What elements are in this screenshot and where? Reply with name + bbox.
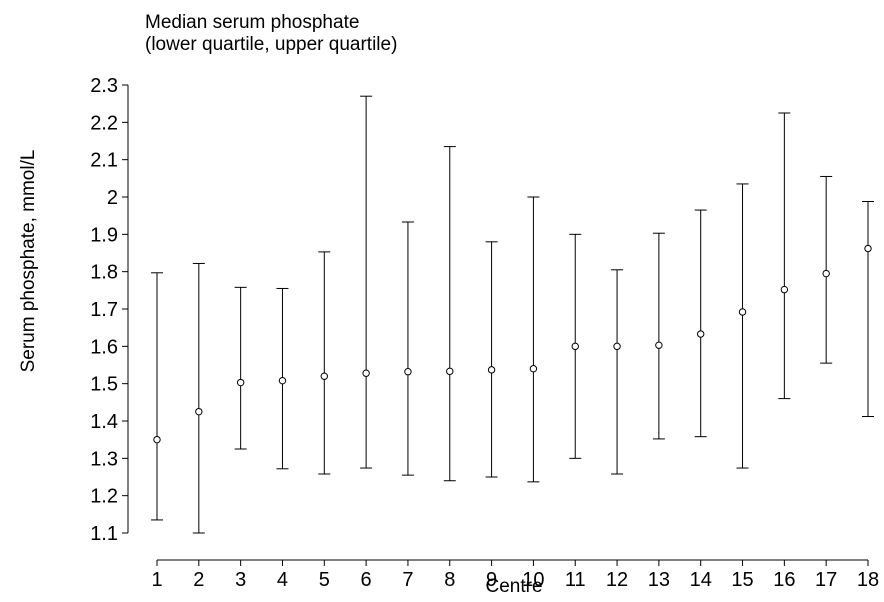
y-tick-label: 1.1 — [90, 523, 118, 545]
chart-title: Median serum phosphate — [145, 12, 360, 33]
median-point — [195, 407, 203, 416]
y-tick-label: 2.2 — [90, 112, 118, 134]
median-point — [571, 342, 579, 351]
median-point — [236, 378, 245, 387]
x-tick-label: 11 — [565, 569, 586, 591]
x-tick-label: 14 — [690, 569, 712, 591]
median-point — [613, 342, 621, 351]
x-tick-label: 9 — [486, 569, 497, 591]
x-tick-label: 5 — [319, 569, 330, 591]
x-tick-label: 3 — [235, 569, 246, 591]
y-tick-label: 1.2 — [90, 486, 118, 508]
x-tick-label: 15 — [731, 569, 753, 591]
x-tick-label: 18 — [857, 569, 879, 591]
x-tick-label: 10 — [522, 569, 544, 591]
x-tick-label: 6 — [361, 569, 372, 591]
x-tick-label: 7 — [402, 569, 413, 591]
median-point — [529, 365, 538, 373]
median-point — [697, 330, 705, 338]
y-axis-label: Serum phosphate, mmol/L — [18, 150, 39, 373]
error-bars — [151, 95, 874, 534]
y-tick-label: 2.1 — [90, 150, 118, 172]
x-tick-label: 2 — [193, 569, 204, 591]
median-point — [487, 366, 496, 374]
x-tick-label: 12 — [606, 569, 628, 591]
chart-subtitle: (lower quartile, upper quartile) — [145, 34, 398, 55]
y-tick-label: 2 — [107, 187, 118, 209]
median-point — [320, 372, 328, 380]
x-tick-label: 8 — [444, 569, 455, 591]
y-tick-label: 1.5 — [90, 374, 118, 396]
x-tick-label: 17 — [815, 569, 837, 591]
median-point — [780, 285, 789, 294]
x-tick-label: 4 — [277, 569, 288, 591]
y-tick-label: 1.4 — [90, 411, 118, 433]
median-point — [153, 435, 161, 444]
median-point — [822, 269, 830, 278]
y-tick-label: 2.3 — [90, 75, 118, 97]
axes: 1.11.21.31.41.51.61.71.81.922.12.22.31 2 3… — [90, 75, 879, 591]
median-points — [153, 244, 872, 444]
y-tick-label: 1.3 — [90, 448, 118, 470]
y-tick-label: 1.7 — [90, 299, 118, 321]
median-point — [404, 368, 412, 376]
median-point — [362, 369, 370, 377]
median-point — [278, 376, 287, 385]
x-axis-label: Centre — [485, 576, 542, 597]
x-tick-label: 13 — [648, 569, 670, 591]
x-tick-label: 1 — [151, 569, 162, 591]
median-point — [446, 367, 454, 376]
median-point — [655, 341, 663, 349]
y-tick-label: 1.9 — [90, 224, 118, 246]
y-tick-label: 1.8 — [90, 262, 118, 284]
x-tick-label: 16 — [773, 569, 795, 591]
median-point — [738, 308, 747, 316]
median-point — [864, 244, 872, 253]
y-tick-label: 1.6 — [90, 336, 118, 358]
